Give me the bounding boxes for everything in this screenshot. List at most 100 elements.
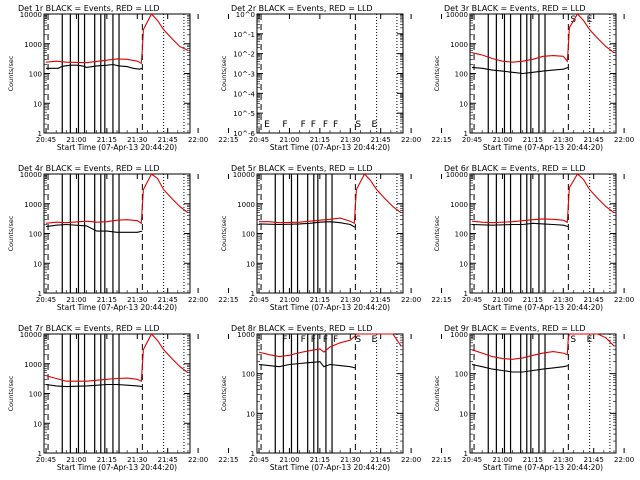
flag-label: F xyxy=(301,120,306,130)
y-axis-label: Counts/sec xyxy=(433,55,441,91)
x-tick-label: 21:30 xyxy=(340,456,360,464)
x-tick-label: 21:00 xyxy=(66,456,86,464)
plot-frame xyxy=(256,13,404,134)
y-tick-label: 1 xyxy=(464,450,468,458)
x-tick-label: 22:15 xyxy=(218,136,238,144)
panel-det-2: Det 2r BLACK = Events, RED = LLD 10^-6 10^… xyxy=(220,4,452,152)
series-lld-line xyxy=(258,333,402,358)
x-tick-label: 21:45 xyxy=(158,136,178,144)
y-tick-label: 1 xyxy=(251,290,255,298)
y-tick-label: 1000 xyxy=(450,41,468,49)
plot-frame xyxy=(469,333,617,454)
x-tick-label: 21:45 xyxy=(584,136,604,144)
plot-frame xyxy=(43,173,191,294)
y-axis-label: Counts/sec xyxy=(220,55,228,91)
y-tick-label: 10 xyxy=(33,100,42,108)
y-tick-label: 1 xyxy=(251,450,255,458)
plot-frame xyxy=(43,13,191,134)
x-tick-label: 21:00 xyxy=(279,296,299,304)
y-tick-label: 10 xyxy=(246,410,255,418)
series-lld-line xyxy=(45,333,189,383)
y-axis-label: Counts/sec xyxy=(7,55,15,91)
panel-title: Det 7r BLACK = Events, RED = LLD xyxy=(18,324,160,333)
flag-label: F xyxy=(282,120,287,130)
panel-title: Det 1r BLACK = Events, RED = LLD xyxy=(18,4,160,13)
panel-det-5: Det 5r BLACK = Events, RED = LLD 1 10 100 10… xyxy=(220,164,452,312)
panel-title: Det 9r BLACK = Events, RED = LLD xyxy=(444,324,586,333)
plot-frame xyxy=(469,173,617,294)
y-tick-label: 100 xyxy=(455,71,468,79)
y-axis-label: Counts/sec xyxy=(433,215,441,251)
y-tick-label: 1 xyxy=(38,130,42,138)
x-tick-label: 21:00 xyxy=(66,296,86,304)
x-tick-label: 21:15 xyxy=(97,296,117,304)
y-tick-label: 100 xyxy=(29,71,42,79)
y-tick-label: 100 xyxy=(242,231,255,239)
series-lld-line xyxy=(471,173,615,224)
y-tick-label: 100 xyxy=(242,371,255,379)
x-tick-label: 21:00 xyxy=(492,136,512,144)
y-tick-label: 1 xyxy=(38,450,42,458)
y-tick-label: 10000 xyxy=(20,171,42,179)
flag-label: F xyxy=(333,335,338,345)
x-axis-label: Start Time (07-Apr-13 20:44:20) xyxy=(57,463,177,472)
x-tick-label: 20:45 xyxy=(462,136,482,144)
series-lld-line xyxy=(45,173,189,225)
x-tick-label: 22:15 xyxy=(431,456,451,464)
y-tick-label: 10^-2 xyxy=(233,51,255,59)
plot-frame xyxy=(256,333,404,454)
x-axis-label: Start Time (07-Apr-13 20:44:20) xyxy=(483,303,603,312)
x-tick-label: 21:30 xyxy=(127,296,147,304)
x-tick-label: 21:30 xyxy=(127,136,147,144)
x-tick-label: 21:15 xyxy=(97,456,117,464)
x-tick-label: 22:00 xyxy=(614,456,634,464)
x-tick-label: 20:45 xyxy=(462,296,482,304)
x-tick-label: 21:15 xyxy=(523,296,543,304)
x-tick-label: 21:45 xyxy=(371,456,391,464)
y-tick-label: 10 xyxy=(246,260,255,268)
y-tick-label: 1000 xyxy=(237,331,255,339)
y-tick-label: 100 xyxy=(29,231,42,239)
y-tick-label: 1 xyxy=(464,130,468,138)
plot-frame xyxy=(469,13,617,134)
x-tick-label: 21:45 xyxy=(371,296,391,304)
x-tick-label: 22:00 xyxy=(188,136,208,144)
x-tick-label: 21:30 xyxy=(553,296,573,304)
x-axis-label: Start Time (07-Apr-13 20:44:20) xyxy=(270,143,390,152)
x-tick-label: 21:00 xyxy=(279,136,299,144)
y-tick-label: 10^-6 xyxy=(233,130,255,138)
series-lld-line xyxy=(259,173,402,225)
y-tick-label: 10000 xyxy=(446,11,468,19)
flag-label: E xyxy=(372,120,378,130)
y-tick-label: 1000 xyxy=(450,331,468,339)
x-axis-label: Start Time (07-Apr-13 20:44:20) xyxy=(57,303,177,312)
x-tick-label: 21:00 xyxy=(66,136,86,144)
x-tick-label: 21:30 xyxy=(553,136,573,144)
x-tick-label: 20:45 xyxy=(249,136,269,144)
y-axis-label: Counts/sec xyxy=(220,215,228,251)
panel-title: Det 6r BLACK = Events, RED = LLD xyxy=(444,164,586,173)
y-tick-label: 10^-5 xyxy=(233,110,255,118)
x-tick-label: 21:00 xyxy=(492,456,512,464)
x-tick-label: 22:00 xyxy=(401,456,421,464)
panel-title: Det 4r BLACK = Events, RED = LLD xyxy=(18,164,160,173)
x-tick-label: 21:15 xyxy=(523,456,543,464)
panel-det-7: Det 7r BLACK = Events, RED = LLD 1 10 100 10… xyxy=(7,324,239,472)
series-events-line xyxy=(471,363,569,373)
y-tick-label: 1000 xyxy=(237,201,255,209)
x-tick-label: 21:30 xyxy=(340,136,360,144)
series-events-line xyxy=(45,223,143,233)
series-lld-line xyxy=(45,13,189,65)
y-tick-label: 100 xyxy=(455,231,468,239)
x-tick-label: 22:15 xyxy=(431,136,451,144)
x-tick-label: 22:00 xyxy=(614,296,634,304)
y-tick-label: 10^0 xyxy=(236,11,255,19)
panel-det-8: Det 8r BLACK = Events, RED = LLD 1 10 100 10… xyxy=(220,324,452,472)
flag-label: E xyxy=(372,335,378,345)
panel-det-6: Det 6r BLACK = Events, RED = LLD 1 10 100 10… xyxy=(433,164,634,312)
x-tick-label: 21:15 xyxy=(97,136,117,144)
x-tick-label: 20:45 xyxy=(462,456,482,464)
x-tick-label: 21:15 xyxy=(310,136,330,144)
x-tick-label: 21:30 xyxy=(340,296,360,304)
panel-title: Det 5r BLACK = Events, RED = LLD xyxy=(231,164,373,173)
